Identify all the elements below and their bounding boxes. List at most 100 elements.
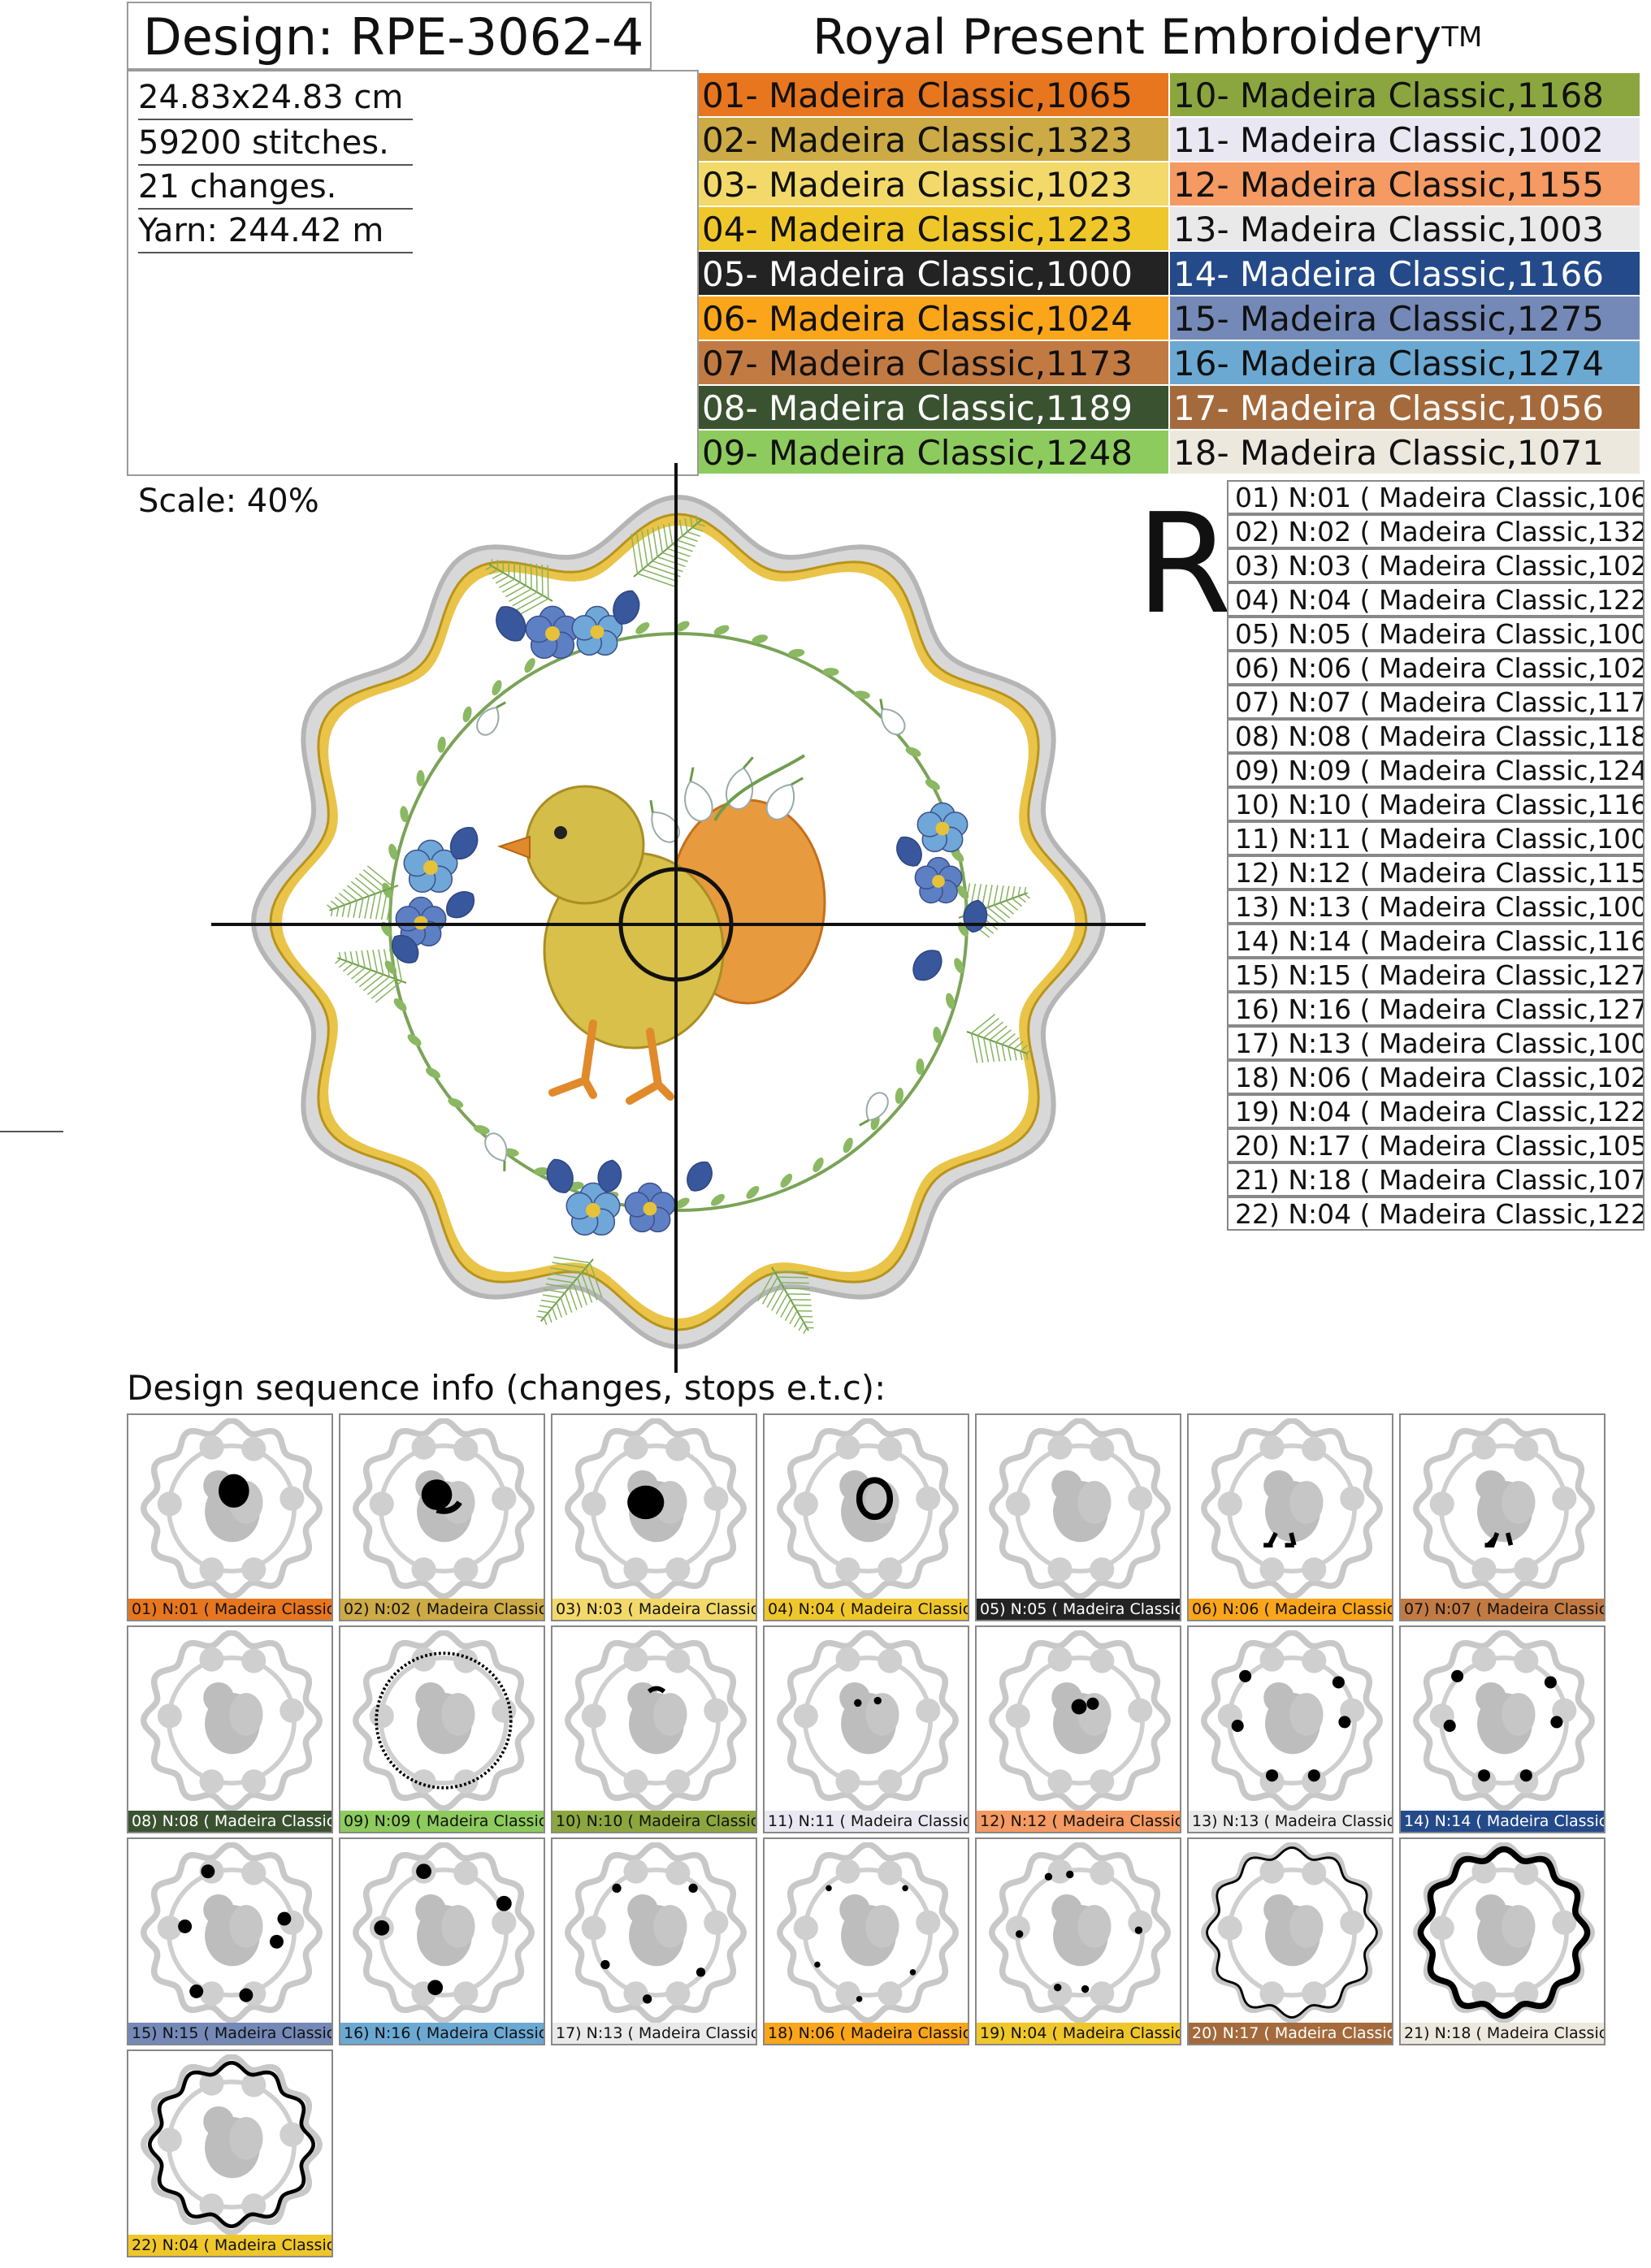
sequence-row-22: 22) N:04 ( Madeira Classic,1223) <box>1227 1197 1644 1231</box>
thumbnail-preview <box>565 1842 747 2023</box>
color-swatch-1: 01- Madeira Classic,1065 <box>699 73 1168 116</box>
thumbnail-label: 16) N:16 ( Madeira Classic,1 <box>340 2023 544 2044</box>
thumbnail-preview <box>989 1630 1171 1811</box>
thumbnail-label: 12) N:12 ( Madeira Classic,1 <box>977 1811 1180 1832</box>
sequence-thumbnail-6: 06) N:06 ( Madeira Classic <box>1187 1413 1393 1621</box>
thumbnail-preview <box>777 1842 959 2023</box>
color-swatch-3: 03- Madeira Classic,1023 <box>699 162 1168 206</box>
color-swatch-4: 04- Madeira Classic,1223 <box>699 207 1168 250</box>
thumbnail-preview <box>141 1630 323 1811</box>
thumbnail-preview <box>777 1630 959 1811</box>
thumbnail-label: 08) N:08 ( Madeira Classic <box>128 1811 332 1832</box>
thumbnail-label: 20) N:17 ( Madeira Classic, <box>1189 2023 1392 2044</box>
sequence-row-5: 05) N:05 ( Madeira Classic,1000) <box>1227 617 1644 651</box>
sequence-thumbnail-9: 09) N:09 ( Madeira Classic, <box>339 1625 545 1833</box>
color-swatch-8: 08- Madeira Classic,1189 <box>699 386 1168 429</box>
sequence-row-21: 21) N:18 ( Madeira Classic,1071) <box>1227 1162 1644 1197</box>
color-swatch-11: 11- Madeira Classic,1002 <box>1170 118 1640 161</box>
thumbnail-preview <box>1413 1842 1595 2023</box>
sequence-thumbnail-18: 18) N:06 ( Madeira Classic, <box>763 1837 969 2045</box>
sequence-row-2: 02) N:02 ( Madeira Classic,1323) <box>1227 514 1644 548</box>
color-swatch-17: 17- Madeira Classic,1056 <box>1170 386 1640 429</box>
sequence-row-20: 20) N:17 ( Madeira Classic,1056) <box>1227 1128 1644 1162</box>
color-swatch-10: 10- Madeira Classic,1168 <box>1170 73 1640 116</box>
thumbnail-label: 02) N:02 ( Madeira Classic <box>340 1599 544 1620</box>
thumbnail-label: 14) N:14 ( Madeira Classic,1 <box>1401 1811 1604 1832</box>
thumbnail-label: 01) N:01 ( Madeira Classic,1 <box>128 1599 332 1620</box>
sequence-row-4: 04) N:04 ( Madeira Classic,1223) <box>1227 582 1644 617</box>
yarn-length: Yarn: 244.42 m <box>138 210 413 253</box>
sequence-row-7: 07) N:07 ( Madeira Classic,1173) <box>1227 685 1644 719</box>
thumbnail-label: 04) N:04 ( Madeira Classic <box>765 1599 968 1620</box>
sequence-thumbnail-4: 04) N:04 ( Madeira Classic <box>763 1413 969 1621</box>
thumbnail-preview <box>777 1418 959 1599</box>
sequence-row-14: 14) N:14 ( Madeira Classic,1166) <box>1227 924 1644 958</box>
margin-tick <box>0 1131 63 1132</box>
sequence-thumbnail-17: 17) N:13 ( Madeira Classic,1 <box>551 1837 757 2045</box>
thumbnail-label: 11) N:11 ( Madeira Classic,10 <box>765 1811 968 1832</box>
thumbnail-preview <box>565 1418 747 1599</box>
sequence-row-6: 06) N:06 ( Madeira Classic,1024) <box>1227 651 1644 685</box>
thumbnail-label: 05) N:05 ( Madeira Classic <box>977 1599 1180 1620</box>
sequence-thumbnail-8: 08) N:08 ( Madeira Classic <box>127 1625 333 1833</box>
sequence-thumbnail-3: 03) N:03 ( Madeira Classic <box>551 1413 757 1621</box>
color-swatch-5: 05- Madeira Classic,1000 <box>699 252 1168 295</box>
thumbnail-preview <box>141 1842 323 2023</box>
thumbnail-label: 13) N:13 ( Madeira Classic,1 <box>1189 1811 1392 1832</box>
sequence-thumbnail-15: 15) N:15 ( Madeira Classic,1 <box>127 1837 333 2045</box>
thumbnail-preview <box>353 1630 535 1811</box>
sequence-row-3: 03) N:03 ( Madeira Classic,1023) <box>1227 548 1644 582</box>
trademark: TM <box>1441 21 1483 54</box>
brand-title: Royal Present EmbroideryTM <box>812 6 1482 68</box>
color-swatch-13: 13- Madeira Classic,1003 <box>1170 207 1640 250</box>
sequence-row-19: 19) N:04 ( Madeira Classic,1223) <box>1227 1094 1644 1128</box>
color-swatch-9: 09- Madeira Classic,1248 <box>699 431 1168 474</box>
sequence-thumbnail-5: 05) N:05 ( Madeira Classic <box>975 1413 1181 1621</box>
sequence-thumbnail-2: 02) N:02 ( Madeira Classic <box>339 1413 545 1621</box>
thumbnail-preview <box>1201 1842 1383 2023</box>
color-swatch-14: 14- Madeira Classic,1166 <box>1170 252 1640 295</box>
sequence-thumbnail-19: 19) N:04 ( Madeira Classic, <box>975 1837 1181 2045</box>
sequence-thumbnail-11: 11) N:11 ( Madeira Classic,10 <box>763 1625 969 1833</box>
info-box <box>127 70 699 476</box>
thumbnail-label: 06) N:06 ( Madeira Classic <box>1189 1599 1392 1620</box>
thumbnail-preview <box>141 2054 323 2235</box>
sequence-thumbnail-22: 22) N:04 ( Madeira Classic <box>127 2049 333 2257</box>
stitch-count: 59200 stitches. <box>138 122 413 166</box>
sequence-row-13: 13) N:13 ( Madeira Classic,1003) <box>1227 889 1644 924</box>
sequence-thumbnail-20: 20) N:17 ( Madeira Classic, <box>1187 1837 1393 2045</box>
thumbnail-preview <box>989 1842 1171 2023</box>
design-title: Design: RPE-3062-4 <box>127 2 652 70</box>
thumbnail-preview <box>141 1418 323 1599</box>
design-size: 24.83x24.83 cm <box>138 76 413 120</box>
thumbnail-label: 10) N:10 ( Madeira Classic,1 <box>552 1811 756 1832</box>
thumbnail-label: 18) N:06 ( Madeira Classic, <box>765 2023 968 2044</box>
thumbnail-label: 09) N:09 ( Madeira Classic, <box>340 1811 544 1832</box>
sequence-thumbnail-14: 14) N:14 ( Madeira Classic,1 <box>1399 1625 1606 1833</box>
sequence-row-11: 11) N:11 ( Madeira Classic,1002) <box>1227 821 1644 855</box>
thumbnail-label: 03) N:03 ( Madeira Classic <box>552 1599 756 1620</box>
sequence-row-15: 15) N:15 ( Madeira Classic,1275) <box>1227 958 1644 992</box>
registration-mark: R <box>1136 484 1233 645</box>
thumbnail-label: 07) N:07 ( Madeira Classic <box>1401 1599 1604 1620</box>
sequence-row-12: 12) N:12 ( Madeira Classic,1155) <box>1227 855 1644 889</box>
thumbnail-preview <box>1201 1418 1383 1599</box>
sequence-row-1: 01) N:01 ( Madeira Classic,1065) <box>1227 480 1644 514</box>
thumbnail-preview <box>1413 1418 1595 1599</box>
sequence-thumbnail-1: 01) N:01 ( Madeira Classic,1 <box>127 1413 333 1621</box>
change-count: 21 changes. <box>138 166 413 210</box>
sequence-row-9: 09) N:09 ( Madeira Classic,1248) <box>1227 753 1644 787</box>
sequence-thumbnail-7: 07) N:07 ( Madeira Classic <box>1399 1413 1606 1621</box>
sequence-thumbnail-16: 16) N:16 ( Madeira Classic,1 <box>339 1837 545 2045</box>
sequence-row-16: 16) N:16 ( Madeira Classic,1274) <box>1227 992 1644 1026</box>
sequence-row-17: 17) N:13 ( Madeira Classic,1003) <box>1227 1026 1644 1060</box>
thumbnail-preview <box>353 1842 535 2023</box>
color-swatch-12: 12- Madeira Classic,1155 <box>1170 162 1640 206</box>
color-swatch-18: 18- Madeira Classic,1071 <box>1170 431 1640 474</box>
sequence-row-18: 18) N:06 ( Madeira Classic,1024) <box>1227 1060 1644 1094</box>
color-swatch-15: 15- Madeira Classic,1275 <box>1170 296 1640 340</box>
thumbnail-label: 17) N:13 ( Madeira Classic,1 <box>552 2023 756 2044</box>
thumbnail-label: 21) N:18 ( Madeira Classic,1 <box>1401 2023 1604 2044</box>
sequence-row-8: 08) N:08 ( Madeira Classic,1189) <box>1227 719 1644 753</box>
thumbnail-label: 19) N:04 ( Madeira Classic, <box>977 2023 1180 2044</box>
